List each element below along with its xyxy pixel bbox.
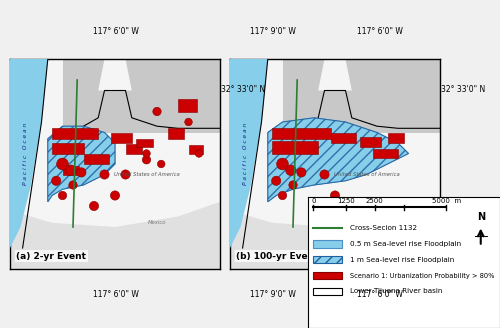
Circle shape [142, 155, 150, 164]
Polygon shape [10, 59, 220, 269]
Bar [188, 145, 203, 154]
Polygon shape [268, 118, 408, 202]
Text: Lower Tijuana River basin: Lower Tijuana River basin [350, 288, 442, 294]
Circle shape [90, 201, 98, 211]
Text: 117° 6'0" W: 117° 6'0" W [93, 28, 139, 36]
Circle shape [56, 158, 68, 170]
Circle shape [289, 181, 297, 189]
Text: 1250: 1250 [337, 198, 355, 204]
Circle shape [110, 191, 120, 200]
Polygon shape [48, 126, 115, 202]
Circle shape [272, 176, 281, 185]
Bar [272, 128, 331, 139]
Bar [388, 133, 404, 143]
Polygon shape [230, 202, 440, 269]
Bar [168, 128, 184, 139]
Polygon shape [10, 202, 220, 269]
Bar [314, 288, 342, 295]
Text: 5000  m: 5000 m [432, 198, 460, 204]
Circle shape [320, 170, 329, 179]
Polygon shape [98, 59, 132, 91]
Circle shape [297, 168, 306, 177]
Text: 2500: 2500 [366, 198, 384, 204]
Polygon shape [318, 59, 352, 91]
Circle shape [278, 191, 286, 200]
Text: Mexico: Mexico [368, 220, 386, 225]
Bar [314, 240, 342, 248]
Bar [52, 143, 84, 154]
Bar [126, 144, 142, 154]
Circle shape [286, 165, 296, 175]
Bar [314, 256, 342, 263]
Text: United States of America: United States of America [334, 172, 400, 177]
Bar [272, 141, 318, 154]
Bar [178, 99, 197, 112]
Bar [136, 139, 153, 147]
Circle shape [195, 150, 203, 157]
Circle shape [52, 176, 61, 185]
Bar [314, 272, 342, 279]
Bar [62, 166, 80, 174]
Circle shape [276, 158, 288, 170]
Text: 117° 6'0" W: 117° 6'0" W [93, 290, 139, 299]
Polygon shape [230, 59, 268, 269]
Bar [52, 128, 98, 139]
Text: P a c i f i c   O c e a n: P a c i f i c O c e a n [243, 122, 248, 185]
Bar [373, 149, 398, 158]
Bar [111, 133, 132, 143]
Text: 117° 6'0" W: 117° 6'0" W [357, 290, 403, 299]
Text: Mexico: Mexico [148, 220, 166, 225]
Polygon shape [282, 59, 440, 133]
Text: 0.5 m Sea-level rise Floodplain: 0.5 m Sea-level rise Floodplain [350, 241, 461, 247]
Text: (a) 2-yr Event: (a) 2-yr Event [16, 252, 86, 261]
Circle shape [158, 160, 165, 168]
Text: Cross-Secion 1132: Cross-Secion 1132 [350, 225, 417, 231]
Text: Scenario 1: Urbanization Probability > 80%: Scenario 1: Urbanization Probability > 8… [350, 273, 494, 278]
Text: 117° 6'0" W: 117° 6'0" W [357, 28, 403, 36]
Text: 117° 9'0" W: 117° 9'0" W [250, 290, 296, 299]
Text: 32° 33'0" N: 32° 33'0" N [441, 85, 485, 94]
Polygon shape [230, 59, 440, 269]
Circle shape [121, 170, 130, 179]
Circle shape [330, 191, 340, 200]
Text: United States of America: United States of America [114, 172, 180, 177]
Polygon shape [62, 59, 220, 133]
Text: P a c i f i c   O c e a n: P a c i f i c O c e a n [23, 122, 28, 185]
Text: 0: 0 [311, 198, 316, 204]
Text: 32° 33'0" N: 32° 33'0" N [221, 85, 265, 94]
Circle shape [77, 168, 86, 177]
Polygon shape [268, 118, 408, 202]
Circle shape [66, 165, 76, 175]
Polygon shape [10, 59, 48, 269]
Text: N: N [476, 212, 485, 222]
Text: 1 m Sea-level rise Floodplain: 1 m Sea-level rise Floodplain [350, 257, 454, 263]
Circle shape [184, 118, 192, 126]
Circle shape [100, 170, 109, 179]
Circle shape [142, 150, 150, 157]
Text: (b) 100-yr Event: (b) 100-yr Event [236, 252, 319, 261]
Bar [331, 133, 356, 143]
Bar [360, 137, 381, 147]
Circle shape [58, 191, 66, 200]
Circle shape [69, 181, 77, 189]
Circle shape [310, 201, 318, 211]
Bar [84, 154, 108, 164]
Polygon shape [48, 126, 115, 202]
Circle shape [153, 107, 161, 116]
Text: 117° 9'0" W: 117° 9'0" W [250, 28, 296, 36]
